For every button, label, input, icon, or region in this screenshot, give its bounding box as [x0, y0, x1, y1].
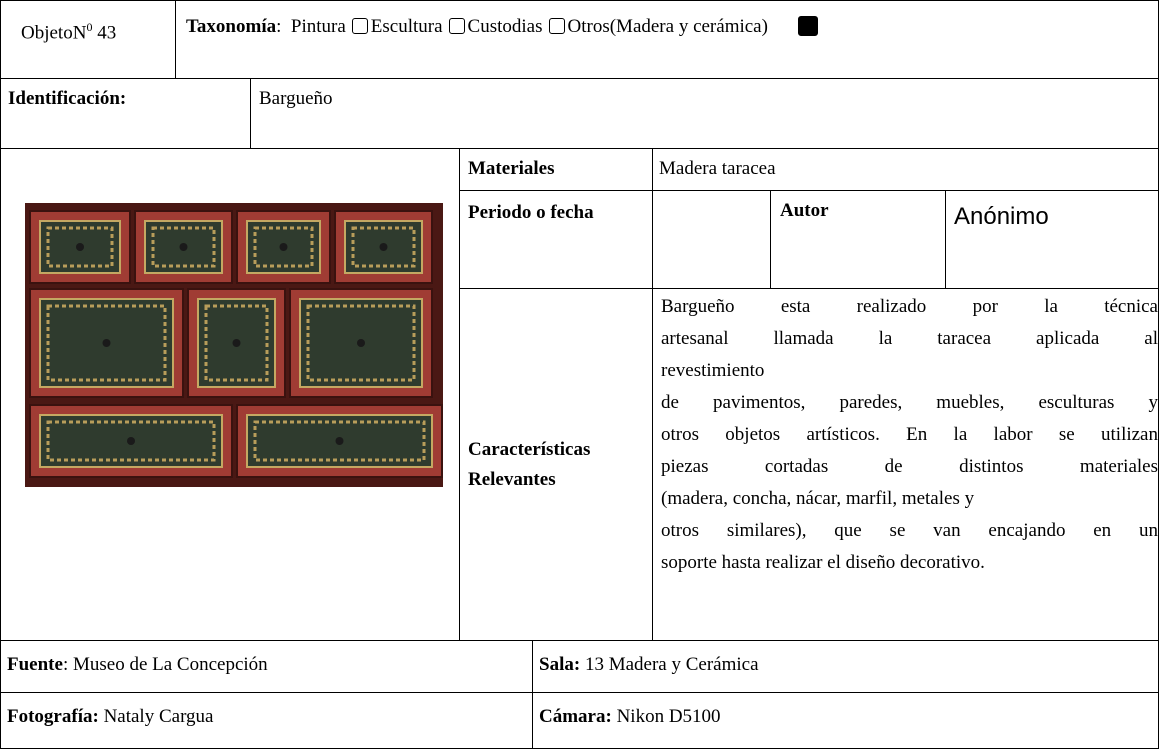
drawer-inlay	[46, 304, 167, 382]
description-line: artesanal llamada la taracea aplicada al	[661, 328, 1158, 349]
description-line: de pavimentos, paredes, muebles, escultu…	[661, 392, 1158, 413]
drawer-inlay	[253, 226, 314, 268]
autor-value: Anónimo	[954, 203, 1049, 230]
description-line: revestimiento	[661, 360, 765, 381]
autor-label: Autor	[780, 200, 829, 221]
taxonomia-colon: :	[276, 16, 282, 37]
drawer-knob	[179, 243, 188, 251]
objeto-cell: ObjetoN0 43	[0, 0, 176, 79]
description-line: otros objetos artísticos. En la labor se…	[661, 424, 1158, 445]
drawer-inlay	[253, 420, 426, 462]
description-line: piezas cortadas de distintos materiales	[661, 456, 1158, 477]
periodo-label: Periodo o fecha	[468, 202, 594, 223]
taxonomia-option: Custodias	[467, 16, 543, 37]
image-cell	[0, 148, 460, 641]
drawer-knob	[232, 339, 241, 347]
taxonomia-option: Otros(Madera y cerámica)	[567, 16, 768, 37]
drawer-inlay	[204, 304, 269, 382]
drawer-inlay	[46, 226, 114, 268]
drawer-knob	[76, 243, 84, 251]
identificacion-value-cell: Bargueño	[250, 78, 1159, 149]
identificacion-label-cell: Identificación:	[0, 78, 251, 149]
camara-label: Cámara:	[539, 706, 612, 727]
materiales-label-cell: Materiales	[459, 148, 653, 191]
drawer-inlay	[351, 226, 416, 268]
checkbox	[448, 18, 465, 34]
taxonomia-cell: Taxonomía: Pintura Escultura Custodias Otro…	[175, 0, 1159, 79]
fotografia-label: Fotografía:	[7, 706, 99, 727]
camara-cell: Cámara: Nikon D5100	[532, 692, 1159, 749]
fuente-value: : Museo de La Concepción	[62, 654, 268, 675]
materiales-value: Madera taracea	[659, 158, 776, 179]
caracteristicas-text-cell: Bargueño esta realizado por la técnica ar…	[652, 288, 1159, 641]
identificacion-label: Identificación:	[8, 88, 127, 109]
sala-label: Sala:	[539, 654, 581, 675]
drawers	[29, 210, 443, 478]
drawer-knob	[127, 437, 135, 445]
materiales-label: Materiales	[468, 158, 555, 179]
checkbox	[351, 18, 368, 34]
description-line: (madera, concha, nácar, marfil, metales …	[661, 488, 975, 509]
autor-label-cell: Autor	[770, 190, 946, 289]
drawer-inlay	[46, 420, 216, 462]
drawer-inlay	[306, 304, 416, 382]
objeto-label: ObjetoN	[21, 22, 87, 44]
objeto-sup: 0	[86, 20, 93, 34]
sala-cell: Sala: 13 Madera y Cerámica	[532, 640, 1159, 693]
description: Bargueño esta realizado por la técnica ar…	[661, 289, 1158, 579]
camara-value: Nikon D5100	[611, 706, 721, 727]
identificacion-value: Bargueño	[259, 88, 333, 109]
drawer-inlay	[151, 226, 216, 268]
drawer-knob	[102, 339, 111, 347]
chest-photo	[25, 203, 443, 487]
drawer-knob	[357, 339, 365, 347]
periodo-value-cell	[652, 190, 771, 289]
fuente-label: Fuente	[7, 654, 63, 675]
materiales-value-cell: Madera taracea	[652, 148, 1159, 191]
drawer-knob	[379, 243, 388, 251]
checkbox	[797, 16, 818, 36]
description-line: Bargueño esta realizado por la técnica	[661, 296, 1158, 317]
drawer-knob	[279, 243, 288, 251]
taxonomia-label: Taxonomía	[186, 16, 277, 37]
periodo-label-cell: Periodo o fecha	[459, 190, 653, 289]
taxonomia-option: Pintura	[290, 16, 346, 37]
drawer-panel	[144, 220, 223, 274]
taxonomia-option: Escultura	[370, 16, 443, 37]
fotografia-cell: Fotografía: Nataly Cargua	[0, 692, 533, 749]
caracteristicas-label-cell: Características Relevantes	[459, 288, 653, 641]
drawer-knob	[335, 437, 344, 445]
description-line: otros similares), que se van encajando e…	[661, 520, 1158, 541]
description-line: soporte hasta realizar el diseño decorat…	[661, 552, 985, 573]
fuente-cell: Fuente: Museo de La Concepción	[0, 640, 533, 693]
sala-value: 13 Madera y Cerámica	[580, 654, 759, 675]
objeto-number: 43	[97, 22, 117, 44]
caracteristicas-label: Características Relevantes	[468, 438, 591, 490]
autor-value-cell: Anónimo	[945, 190, 1159, 289]
checkbox	[548, 18, 565, 34]
fotografia-value: Nataly Cargua	[98, 706, 214, 727]
